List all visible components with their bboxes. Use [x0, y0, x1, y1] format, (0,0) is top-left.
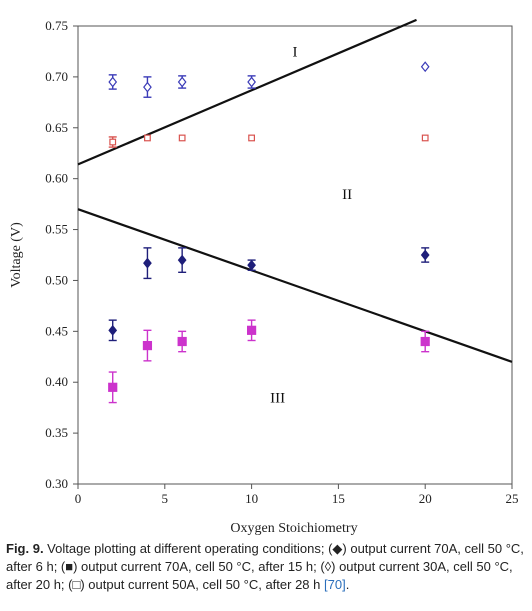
data-point-square [178, 134, 186, 142]
data-point-diamond [247, 76, 256, 88]
data-point-square [247, 325, 257, 335]
data-points [108, 61, 430, 404]
x-tick-label: 0 [75, 491, 82, 506]
region-label: II [342, 187, 352, 203]
data-point-diamond [177, 76, 187, 88]
caption-text: Voltage plotting at different operating … [6, 541, 524, 592]
data-point-diamond [108, 76, 118, 88]
x-tick-label: 15 [332, 491, 345, 506]
caption-label: Fig. 9. [6, 541, 44, 556]
data-point-square [248, 134, 256, 142]
y-tick-label: 0.40 [45, 374, 68, 389]
y-tick-label: 0.55 [45, 222, 68, 237]
x-axis-title: Oxygen Stoichiometry [230, 521, 357, 536]
boundary-lines [77, 18, 513, 363]
y-tick-label: 0.70 [45, 69, 68, 84]
data-point-diamond [177, 254, 187, 266]
boundary-line [77, 208, 513, 363]
data-point-square [109, 138, 117, 146]
plot-frame [77, 25, 513, 485]
region-label: III [270, 391, 285, 407]
data-point-square [421, 134, 429, 142]
data-point-diamond [420, 61, 430, 73]
caption-reference-link[interactable]: [70] [324, 577, 346, 592]
x-tick-label: 10 [245, 491, 258, 506]
data-point-square [177, 336, 187, 347]
x-tick-label: 5 [162, 491, 169, 506]
data-point-square [420, 336, 430, 347]
figure-caption: Fig. 9. Voltage plotting at different op… [6, 540, 526, 594]
data-point-diamond [143, 81, 152, 93]
plot-axes: 0 5 10 15 20 25 0.30 0.35 0.40 0.45 0.50 0.55 0.60 0.… [45, 18, 518, 506]
data-point-square [144, 134, 151, 142]
y-tick-label: 0.75 [45, 18, 68, 33]
caption-end: . [345, 577, 350, 592]
x-tick-label: 25 [506, 491, 519, 506]
region-label: I [293, 45, 298, 61]
y-tick-label: 0.35 [45, 425, 68, 440]
y-tick-label: 0.45 [45, 323, 68, 338]
y-tick-label: 0.65 [45, 120, 68, 135]
data-point-diamond [143, 257, 152, 269]
y-tick-label: 0.30 [45, 476, 68, 491]
data-point-diamond [108, 324, 118, 336]
data-point-diamond [247, 259, 256, 271]
data-point-square [108, 382, 118, 392]
boundary-line [77, 18, 417, 166]
x-tick-label: 20 [419, 491, 432, 506]
y-tick-label: 0.60 [45, 171, 68, 186]
voltage-chart: 0 5 10 15 20 25 0.30 0.35 0.40 0.45 0.50 0.55 0.60 0.… [9, 18, 519, 536]
data-point-diamond [420, 249, 430, 261]
data-point-square [142, 340, 153, 351]
y-tick-label: 0.50 [45, 272, 68, 287]
y-axis-title: Voltage (V) [9, 222, 24, 288]
